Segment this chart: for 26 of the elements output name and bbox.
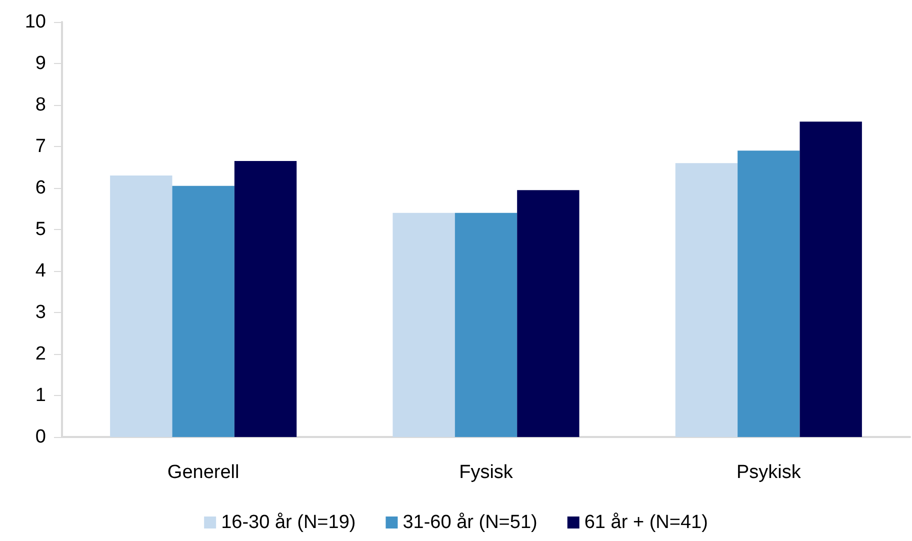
bar: [738, 150, 800, 437]
y-tick-label: 8: [35, 94, 46, 116]
y-tick-label: 0: [35, 426, 46, 448]
y-tick-label: 5: [35, 219, 46, 240]
bar: [675, 163, 738, 437]
legend-label: 16-30 år (N=19): [221, 512, 356, 533]
bar: [172, 186, 234, 437]
y-tick-label: 2: [35, 344, 46, 364]
y-tick-label: 3: [35, 302, 46, 323]
legend-label: 61 år + (N=41): [584, 512, 708, 533]
x-tick-label: Psykisk: [736, 462, 802, 483]
y-tick-label: 7: [35, 136, 46, 157]
bar: [392, 212, 455, 437]
bar: [234, 161, 297, 437]
x-tick-label: Generell: [167, 462, 240, 483]
y-tick-label: 9: [35, 53, 46, 74]
y-tick-label: 4: [35, 260, 46, 282]
x-tick-label: Fysisk: [459, 462, 514, 483]
y-tick-label: 6: [35, 178, 46, 198]
bar: [800, 122, 862, 437]
bar: [517, 190, 580, 437]
bar: [110, 176, 172, 437]
legend-label: 31-60 år (N=51): [402, 512, 538, 533]
bar: [454, 212, 518, 437]
y-tick-label: 10: [24, 12, 46, 32]
y-tick-label: 1: [35, 385, 46, 406]
